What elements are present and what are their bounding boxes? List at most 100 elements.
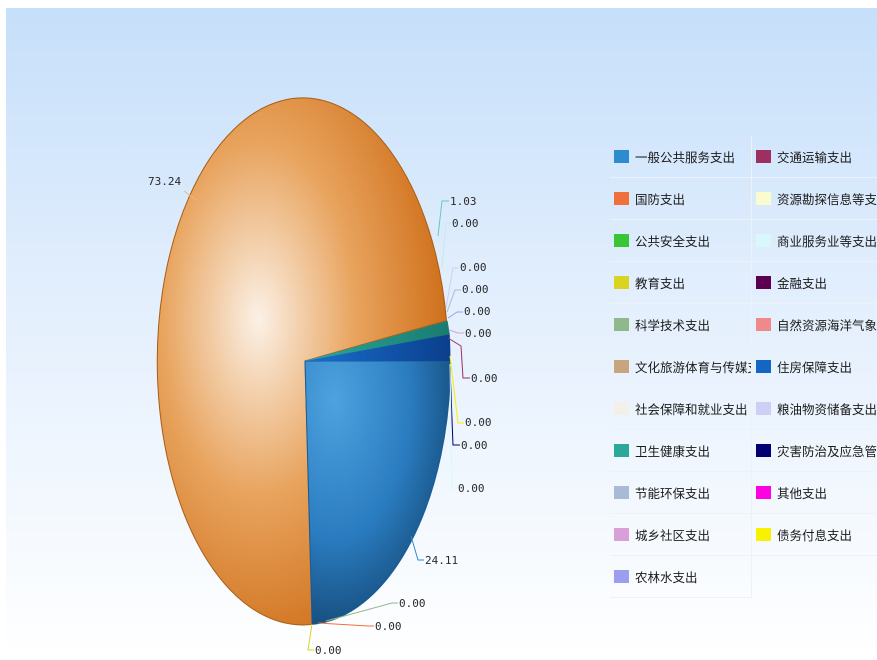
legend-item[interactable]: 节能环保支出	[610, 472, 752, 514]
leader-line	[449, 363, 457, 489]
leader-line	[325, 602, 398, 622]
legend-label: 住房保障支出	[777, 360, 853, 375]
value-label: 24.11	[425, 554, 458, 567]
legend-label: 债务付息支出	[777, 528, 853, 543]
legend-swatch	[756, 276, 771, 289]
legend-swatch	[614, 528, 629, 541]
value-label: 0.00	[458, 482, 485, 495]
legend-item[interactable]: 其他支出	[752, 472, 877, 514]
legend-swatch	[614, 192, 629, 205]
legend-label: 金融支出	[777, 276, 828, 291]
legend-swatch	[756, 360, 771, 373]
pie-slice-social-security[interactable]	[156, 97, 448, 626]
legend-item[interactable]: 自然资源海洋气象等支出	[752, 304, 877, 346]
legend-label: 一般公共服务支出	[635, 150, 736, 165]
value-label: 0.00	[471, 372, 498, 385]
legend-item[interactable]: 灾害防治及应急管理支出	[752, 430, 877, 472]
value-label: 0.00	[399, 597, 426, 610]
value-label: 0.00	[461, 439, 488, 452]
legend-label: 农林水支出	[635, 570, 698, 585]
legend-label: 商业服务业等支出	[777, 234, 877, 249]
legend-swatch	[614, 570, 629, 583]
legend-item[interactable]: 债务付息支出	[752, 514, 877, 556]
legend-label: 粮油物资储备支出	[777, 402, 877, 417]
leader-line	[446, 289, 461, 313]
legend-swatch	[756, 318, 771, 331]
legend-item[interactable]: 商业服务业等支出	[752, 220, 877, 262]
legend-item[interactable]: 科学技术支出	[610, 304, 752, 346]
legend-label: 科学技术支出	[635, 318, 711, 333]
legend-label: 教育支出	[635, 276, 686, 291]
legend: 一般公共服务支出 国防支出 公共安全支出 教育支出 科学技术支出 文化旅游体育与…	[610, 136, 877, 598]
value-label: 0.00	[375, 620, 402, 633]
legend-item[interactable]: 金融支出	[752, 262, 877, 304]
legend-item[interactable]: 住房保障支出	[752, 346, 877, 388]
legend-label: 自然资源海洋气象等支出	[777, 318, 877, 333]
value-label: 1.03	[450, 195, 477, 208]
legend-swatch	[614, 444, 629, 457]
leader-line	[447, 337, 470, 379]
leader-line	[449, 367, 460, 446]
legend-label: 国防支出	[635, 192, 686, 207]
chart-panel: 73.24 1.03 0.00 0.00 0.00 0.00 0.00 0.00…	[6, 8, 877, 658]
pie-chart: 73.24 1.03 0.00 0.00 0.00 0.00 0.00 0.00…	[148, 97, 498, 657]
legend-item[interactable]: 城乡社区支出	[610, 514, 752, 556]
leader-line	[317, 622, 374, 627]
value-labels: 73.24 1.03 0.00 0.00 0.00 0.00 0.00 0.00…	[148, 175, 498, 657]
leader-line	[449, 355, 464, 424]
value-label: 0.00	[464, 305, 491, 318]
leader-line	[445, 267, 459, 309]
legend-label: 社会保障和就业支出	[635, 402, 748, 417]
legend-label: 卫生健康支出	[635, 444, 711, 459]
legend-item[interactable]: 卫生健康支出	[610, 430, 752, 472]
legend-label: 资源勘探信息等支出	[777, 192, 877, 207]
legend-item[interactable]: 文化旅游体育与传媒支出	[610, 346, 752, 388]
value-label: 0.00	[465, 416, 492, 429]
legend-swatch	[614, 402, 629, 415]
pie-slice-health[interactable]	[305, 320, 450, 361]
legend-swatch	[756, 234, 771, 247]
legend-label: 交通运输支出	[777, 150, 853, 165]
legend-label: 节能环保支出	[635, 486, 711, 501]
legend-item[interactable]: 一般公共服务支出	[610, 136, 752, 178]
value-label: 0.00	[315, 644, 342, 657]
value-label: 0.00	[465, 327, 492, 340]
legend-item[interactable]: 交通运输支出	[752, 136, 877, 178]
legend-item[interactable]: 社会保障和就业支出	[610, 388, 752, 430]
legend-item[interactable]: 资源勘探信息等支出	[752, 178, 877, 220]
legend-item[interactable]: 教育支出	[610, 262, 752, 304]
legend-label: 公共安全支出	[635, 234, 711, 249]
legend-label: 文化旅游体育与传媒支出	[635, 360, 751, 375]
leader-line	[447, 311, 463, 319]
legend-swatch	[756, 192, 771, 205]
legend-swatch	[614, 234, 629, 247]
legend-swatch	[614, 276, 629, 289]
leader-lines	[183, 190, 470, 651]
legend-item[interactable]: 国防支出	[610, 178, 752, 220]
legend-swatch	[756, 444, 771, 457]
legend-label: 城乡社区支出	[635, 528, 711, 543]
legend-swatch	[756, 528, 771, 541]
leader-line	[437, 200, 449, 237]
legend-swatch	[614, 318, 629, 331]
leader-line	[441, 222, 451, 269]
legend-item[interactable]: 公共安全支出	[610, 220, 752, 262]
value-label: 0.00	[452, 217, 479, 230]
legend-swatch	[756, 150, 771, 163]
legend-swatch	[614, 360, 629, 373]
legend-item[interactable]: 农林水支出	[610, 556, 752, 598]
value-label: 0.00	[460, 261, 487, 274]
legend-item[interactable]: 粮油物资储备支出	[752, 388, 877, 430]
legend-swatch	[756, 402, 771, 415]
leader-line	[448, 329, 464, 334]
value-label: 0.00	[462, 283, 489, 296]
legend-swatch	[614, 150, 629, 163]
pie-slice-general-public-services[interactable]	[304, 360, 452, 625]
leader-line	[307, 623, 314, 651]
legend-label: 灾害防治及应急管理支出	[777, 444, 877, 459]
value-label: 73.24	[148, 175, 181, 188]
leader-line	[410, 535, 424, 561]
leader-line	[183, 190, 197, 201]
legend-swatch	[614, 486, 629, 499]
legend-swatch	[756, 486, 771, 499]
